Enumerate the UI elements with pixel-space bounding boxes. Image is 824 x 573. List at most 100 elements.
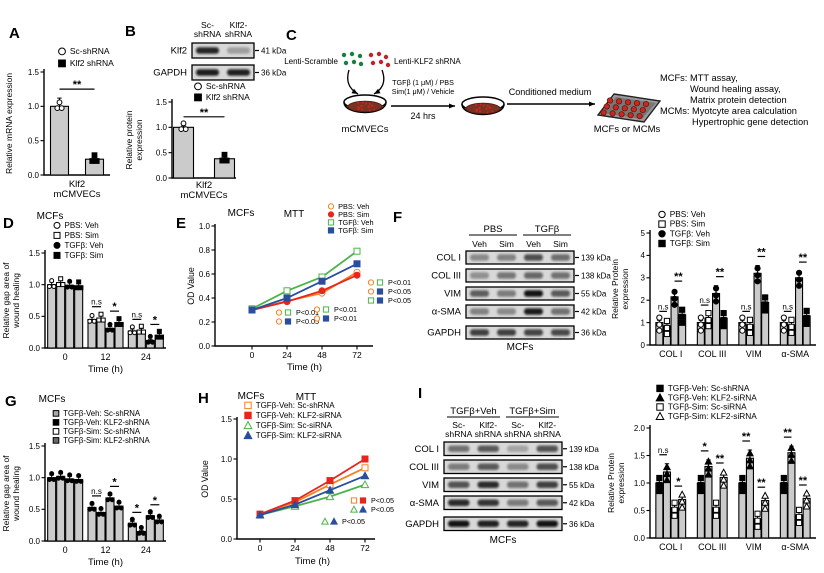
bar	[65, 284, 75, 349]
marker-square	[52, 419, 60, 426]
well	[609, 110, 616, 117]
marker-square	[98, 311, 104, 317]
chart-title: MCFs	[39, 394, 66, 405]
blot-band	[524, 272, 543, 279]
y-axis-title: wound healing	[11, 273, 21, 329]
marker-square	[656, 481, 663, 489]
bar	[172, 126, 195, 179]
well	[615, 98, 623, 105]
marker-circle	[64, 478, 70, 484]
arrow-head	[449, 103, 455, 109]
lane-label: Veh	[526, 239, 541, 249]
marker-square	[353, 260, 361, 268]
blot-band	[470, 272, 489, 279]
marker-square	[671, 512, 678, 519]
marker-circle	[58, 105, 65, 112]
marker-square	[318, 277, 326, 285]
marker-square	[376, 297, 384, 304]
blot-band	[227, 47, 250, 54]
dish-medium	[347, 100, 383, 113]
legend-entry: TGFβ: Veh	[327, 218, 374, 227]
marker-triangle	[802, 489, 811, 497]
marker-square	[739, 481, 746, 489]
well	[630, 106, 637, 113]
marker-square	[739, 474, 746, 482]
bar	[47, 284, 57, 349]
y-axis-title: Relative gap area of	[1, 455, 11, 532]
marker-square	[795, 519, 803, 527]
marker-circle	[116, 499, 122, 505]
x-tick-label: α-SMA	[781, 542, 809, 552]
marker-square	[52, 437, 60, 444]
y-axis-title: expression	[620, 268, 630, 309]
cell-dot	[485, 107, 488, 110]
blot-row-box	[443, 459, 563, 475]
assay-text: MCFs: MTT assay,	[660, 73, 738, 83]
blot-band	[536, 499, 558, 506]
marker-square	[697, 487, 704, 495]
blot-band	[551, 272, 570, 279]
y-tick-label: 4	[641, 251, 646, 260]
cell-dot	[479, 103, 482, 106]
marker-square	[52, 428, 60, 435]
marker-square	[780, 481, 787, 489]
x-tick-label: 0	[250, 350, 255, 360]
marker-square	[679, 319, 686, 326]
sig-label: n.s	[131, 310, 142, 319]
pvalue-label: P<0.05	[296, 317, 319, 326]
legend-label: TGFβ-Veh: Sc-shRNA	[668, 383, 750, 393]
marker-triangle	[360, 471, 370, 480]
sig-label: *	[153, 495, 158, 507]
marker-square	[754, 510, 761, 517]
marker-circle	[780, 327, 787, 334]
y-axis-title: Relative gap area of	[1, 262, 11, 339]
x-tick-label: 0	[63, 352, 68, 362]
marker-square	[93, 158, 100, 164]
legend-entry: Sc-shRNA	[194, 81, 246, 91]
y-axis-title: wound healing	[11, 466, 21, 522]
marker-square	[159, 334, 165, 340]
marker-circle	[145, 339, 151, 345]
legend-entry: TGFβ-Sim: KLF2-siRNA	[655, 411, 757, 421]
marker-triangle	[360, 479, 370, 489]
blot-band	[497, 272, 516, 279]
protein-label: VIM	[444, 289, 461, 300]
marker-square	[656, 403, 664, 411]
marker-square	[326, 477, 334, 485]
bar	[96, 511, 106, 542]
kda-label: 138 kDa	[581, 272, 611, 281]
marker-circle	[87, 318, 93, 324]
legend-entry: TGFβ-Veh: Sc-shRNA	[656, 383, 750, 393]
conditioned-medium-label: Conditioned medium	[509, 87, 592, 97]
kda-label: 36 kDa	[581, 329, 607, 338]
bar	[49, 105, 70, 176]
marker-square	[53, 251, 61, 259]
marker-square	[663, 324, 671, 332]
legend-label: PBS: Veh	[670, 209, 706, 219]
y-tick-label: 0.0	[156, 174, 168, 183]
cell-dot	[360, 105, 363, 108]
blot-band	[507, 463, 529, 470]
marker-circle	[658, 210, 666, 219]
y-axis-title: expression	[134, 119, 144, 160]
x-tick-label: 0	[63, 545, 68, 555]
lane-label: shRNA	[445, 429, 472, 439]
klf2-virus-dot	[376, 51, 382, 57]
marker-circle	[318, 287, 326, 295]
cell-dot	[361, 108, 364, 111]
marker-square	[803, 307, 810, 314]
marker-triangle	[745, 449, 754, 457]
lenti-scramble-label: Lenti-Scramble	[284, 57, 338, 66]
marker-triangle	[704, 470, 713, 478]
marker-circle	[182, 126, 189, 133]
marker-triangle	[719, 468, 728, 476]
blot-group-label: TGFβ	[535, 224, 560, 235]
marker-circle	[78, 478, 84, 484]
well	[627, 112, 634, 119]
legend-label: TGFβ: Veh	[670, 228, 711, 238]
protein-label: Klf2	[171, 46, 187, 57]
blot-band	[524, 308, 543, 315]
blot-band	[507, 445, 529, 452]
y-tick-label: 0.5	[634, 506, 646, 515]
well	[639, 107, 646, 114]
